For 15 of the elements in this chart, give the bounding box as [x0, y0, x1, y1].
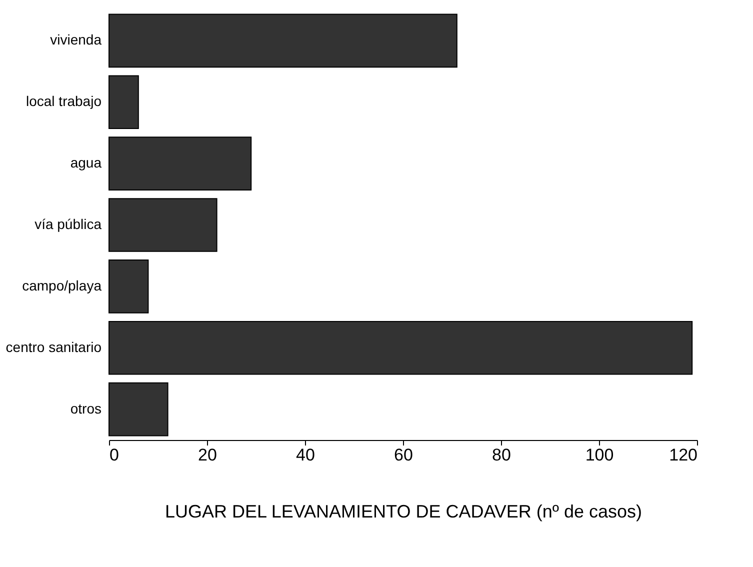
- x-tick-label: 0: [110, 446, 119, 464]
- y-tick-label: local trabajo: [26, 93, 102, 110]
- y-tick-label: vivienda: [50, 32, 102, 48]
- x-tick-label: 40: [296, 446, 315, 464]
- x-tick-label: 80: [492, 446, 511, 464]
- y-tick-label: otros: [70, 400, 102, 416]
- x-tick-label: 100: [585, 446, 614, 464]
- x-tick-label: 120: [669, 446, 698, 464]
- x-axis-title: LUGAR DEL LEVANAMIENTO DE CADAVER (nº de casos): [164, 502, 642, 522]
- y-tick-label: agua: [70, 154, 102, 171]
- y-tick-label: vía pública: [34, 216, 102, 232]
- y-tick-label: centro sanitario: [6, 338, 102, 355]
- y-tick-label: campo/playa: [22, 277, 102, 294]
- x-tick-label: 60: [394, 446, 413, 464]
- x-tick-label: 20: [198, 446, 217, 464]
